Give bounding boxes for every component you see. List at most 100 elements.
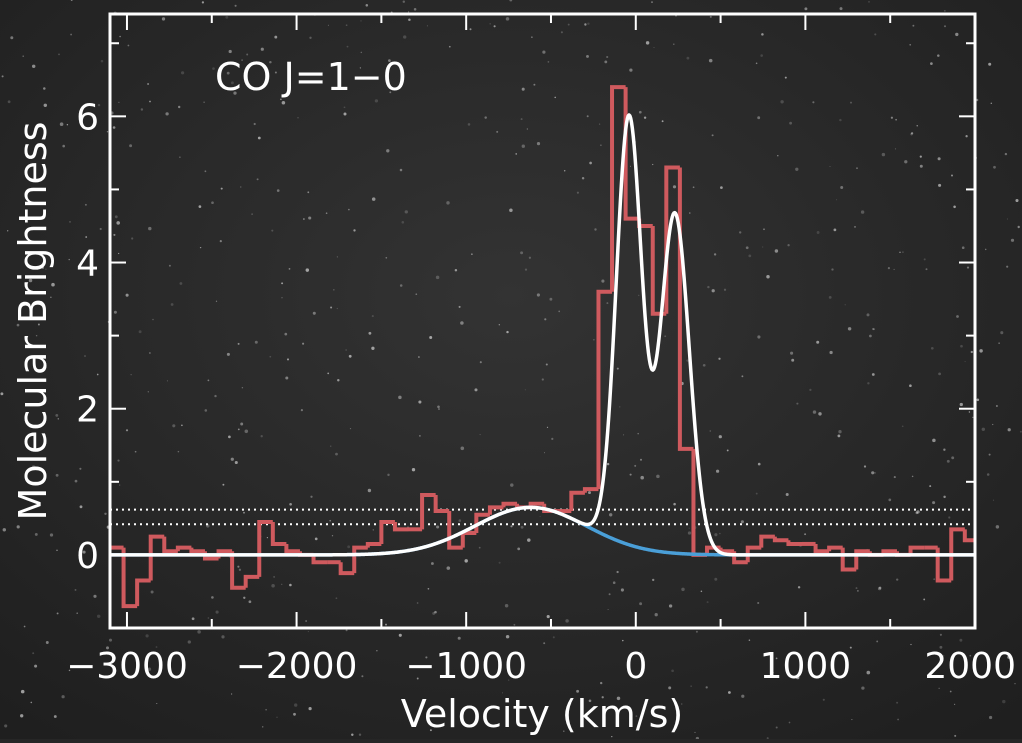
star-dot bbox=[894, 148, 897, 150]
star-dot bbox=[506, 330, 509, 334]
star-dot bbox=[118, 101, 120, 104]
star-dot bbox=[307, 191, 310, 194]
star-dot bbox=[7, 100, 11, 104]
star-dot bbox=[53, 715, 57, 718]
star-dot bbox=[108, 638, 113, 642]
star-dot bbox=[329, 519, 332, 522]
star-dot bbox=[871, 471, 875, 475]
star-dot bbox=[305, 268, 310, 272]
star-dot bbox=[641, 651, 643, 653]
star-dot bbox=[718, 435, 722, 439]
star-dot bbox=[839, 7, 843, 11]
star-dot bbox=[527, 538, 531, 542]
star-dot bbox=[543, 452, 546, 454]
star-dot bbox=[230, 457, 234, 461]
star-dot bbox=[901, 425, 904, 428]
histogram-bin bbox=[745, 545, 762, 563]
star-dot bbox=[984, 248, 987, 251]
star-dot bbox=[358, 733, 362, 736]
star-dot bbox=[207, 617, 210, 619]
star-dot bbox=[761, 33, 764, 36]
star-dot bbox=[812, 410, 817, 414]
star-dot bbox=[66, 124, 69, 126]
x-tick-label: 2000 bbox=[924, 646, 1016, 687]
star-dot bbox=[968, 411, 971, 413]
star-dot bbox=[992, 499, 995, 501]
star-dot bbox=[479, 361, 482, 364]
star-dot bbox=[536, 142, 541, 146]
star-dot bbox=[1006, 265, 1009, 268]
star-dot bbox=[961, 246, 965, 250]
star-dot bbox=[780, 100, 784, 104]
star-dot bbox=[673, 502, 676, 506]
star-dot bbox=[547, 61, 550, 63]
star-dot bbox=[938, 372, 941, 376]
star-dot bbox=[281, 297, 283, 299]
star-dot bbox=[711, 134, 714, 137]
star-dot bbox=[273, 576, 275, 578]
star-dot bbox=[713, 253, 717, 256]
x-axis-label: Velocity (km/s) bbox=[401, 692, 683, 736]
star-dot bbox=[686, 56, 690, 60]
star-dot bbox=[230, 81, 234, 85]
star-dot bbox=[946, 459, 950, 463]
star-dot bbox=[260, 435, 263, 438]
star-dot bbox=[418, 400, 422, 404]
star-dot bbox=[509, 0, 513, 2]
star-dot bbox=[675, 15, 677, 17]
star-dot bbox=[61, 695, 65, 699]
star-dot bbox=[616, 570, 619, 574]
star-dot bbox=[114, 215, 118, 219]
star-dot bbox=[911, 475, 914, 478]
star-dot bbox=[204, 409, 208, 412]
star-dot bbox=[498, 324, 500, 326]
star-dot bbox=[539, 515, 541, 517]
y-axis-label: Molecular Brightness bbox=[11, 122, 55, 521]
star-dot bbox=[976, 398, 980, 402]
star-dot bbox=[919, 155, 922, 158]
star-dot bbox=[254, 340, 258, 344]
star-dot bbox=[787, 244, 790, 247]
star-dot bbox=[348, 208, 350, 211]
star-dot bbox=[816, 340, 820, 344]
star-dot bbox=[709, 15, 712, 18]
star-dot bbox=[923, 598, 926, 601]
star-dot bbox=[993, 165, 996, 169]
star-dot bbox=[265, 708, 267, 711]
star-dot bbox=[314, 537, 318, 541]
star-dot bbox=[533, 83, 536, 86]
star-dot bbox=[233, 91, 237, 95]
star-dot bbox=[10, 36, 14, 40]
star-dot bbox=[790, 351, 794, 355]
star-dot bbox=[508, 679, 510, 681]
star-dot bbox=[549, 297, 553, 301]
star-dot bbox=[775, 726, 778, 729]
star-dot bbox=[925, 268, 928, 271]
star-dot bbox=[152, 318, 154, 321]
star-dot bbox=[505, 634, 510, 639]
star-dot bbox=[336, 307, 338, 310]
star-dot bbox=[930, 346, 934, 350]
star-dot bbox=[417, 356, 420, 358]
star-dot bbox=[371, 197, 376, 201]
star-dot bbox=[969, 654, 972, 657]
star-dot bbox=[40, 301, 43, 304]
star-dot bbox=[960, 344, 963, 348]
histogram-bin bbox=[610, 85, 626, 292]
star-dot bbox=[458, 519, 462, 522]
star-dot bbox=[916, 125, 918, 127]
x-tick-label: 1000 bbox=[760, 646, 852, 687]
star-dot bbox=[740, 520, 744, 524]
star-dot bbox=[951, 174, 953, 177]
star-dot bbox=[687, 531, 692, 535]
star-dot bbox=[166, 380, 168, 382]
star-dot bbox=[119, 35, 121, 38]
star-dot bbox=[818, 412, 822, 416]
star-dot bbox=[248, 600, 252, 604]
star-dot bbox=[345, 629, 348, 632]
star-dot bbox=[690, 685, 692, 687]
star-dot bbox=[904, 160, 908, 164]
star-dot bbox=[345, 24, 348, 27]
star-dot bbox=[542, 50, 546, 54]
star-dot bbox=[307, 631, 309, 633]
